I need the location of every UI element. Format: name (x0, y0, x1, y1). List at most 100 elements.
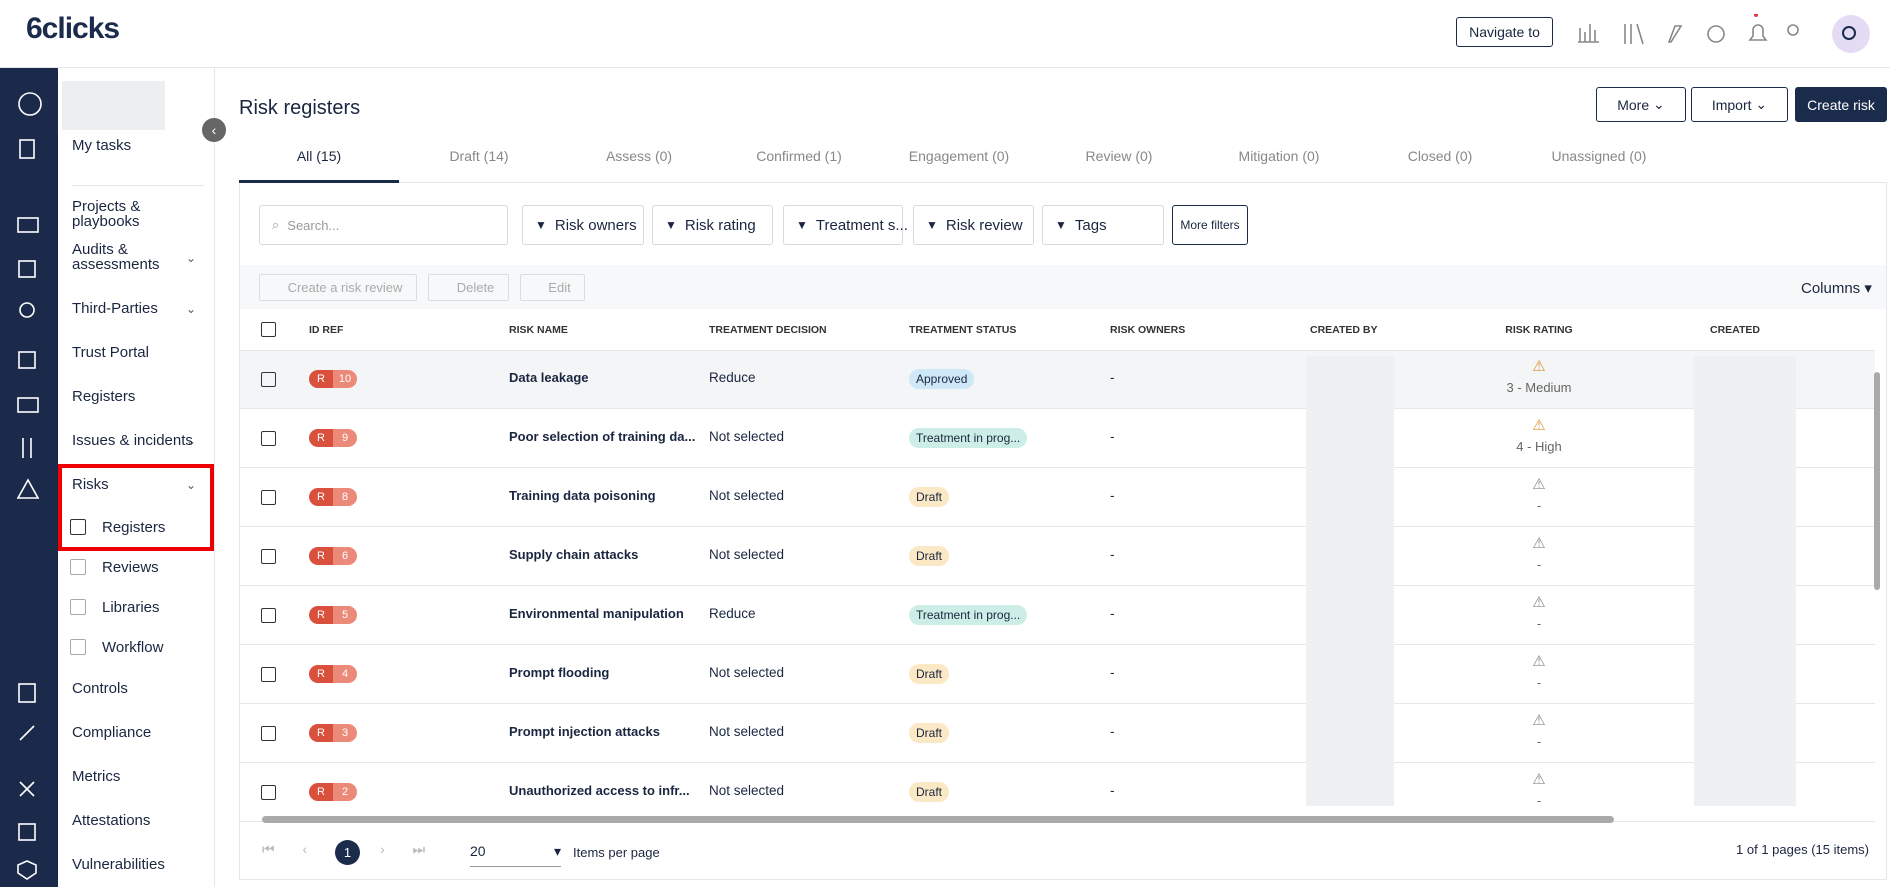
tab[interactable]: Draft (14) (449, 148, 509, 164)
filter-chip[interactable]: ▼ Tags (1042, 205, 1164, 245)
risk-owners: - (1110, 370, 1115, 385)
columns-button[interactable]: Columns ▾ (1801, 280, 1872, 297)
navigate-button[interactable]: Navigate to (1456, 17, 1553, 47)
tab[interactable]: Confirmed (1) (756, 148, 842, 164)
risk-name[interactable]: Unauthorized access to infr... (509, 783, 690, 798)
chevron[interactable]: ⌄ (186, 478, 197, 492)
filter-chip[interactable]: ▼ Treatment s... (783, 205, 908, 245)
treatment-decision: Not selected (709, 783, 785, 798)
column-header[interactable]: TREATMENT DECISION (709, 324, 827, 336)
page-size-select[interactable]: 20 ▾ (470, 843, 561, 867)
column-header[interactable]: CREATED BY (1310, 324, 1378, 336)
column-header[interactable]: CREATED (1710, 324, 1760, 336)
chevron[interactable]: ⌄ (186, 302, 197, 316)
bell-icon[interactable] (1748, 24, 1768, 41)
sidebar-item[interactable]: Controls (72, 680, 128, 697)
current-page[interactable]: 1 (335, 840, 360, 865)
rating-icon: ⚠ (1532, 653, 1546, 670)
row-checkbox[interactable] (261, 431, 276, 446)
sidebar-item[interactable]: Third-Parties (72, 300, 158, 317)
search-box[interactable]: ⌕ Search... (259, 205, 508, 245)
action-button[interactable]: Create a risk review (259, 274, 417, 301)
label: Tags (1074, 216, 1107, 234)
row-checkbox[interactable] (261, 372, 276, 387)
row-checkbox[interactable] (261, 785, 276, 800)
header-border (240, 350, 1875, 351)
row-checkbox[interactable] (261, 667, 276, 682)
sidebar-subitem[interactable]: Registers (102, 519, 166, 536)
column-header[interactable]: RISK RATING (1505, 324, 1573, 336)
column-header[interactable]: RISK OWNERS (1110, 324, 1186, 336)
horizontal-scrollbar[interactable] (262, 816, 1614, 823)
logo[interactable]: 6clicks (26, 12, 120, 45)
tab[interactable]: Engagement (0) (908, 148, 1010, 164)
support-icon[interactable] (1707, 25, 1725, 43)
row-checkbox[interactable] (261, 726, 276, 741)
collapse-button[interactable]: ‹ (202, 118, 226, 142)
sidebar-item[interactable]: Metrics (72, 768, 121, 785)
status-badge: Draft (909, 723, 950, 743)
tab[interactable]: Mitigation (0) (1238, 148, 1320, 164)
header-checkbox[interactable] (261, 322, 276, 337)
vertical-scrollbar[interactable] (1874, 372, 1880, 590)
table-panel (239, 182, 1887, 880)
library-icon[interactable] (1624, 23, 1644, 45)
sidebar-item[interactable]: Attestations (72, 812, 151, 829)
tab[interactable]: Unassigned (0) (1551, 148, 1647, 164)
sidebar-item[interactable]: Risks (72, 476, 109, 493)
column-header[interactable]: ID REF (309, 324, 344, 336)
row-checkbox[interactable] (261, 608, 276, 623)
action-button[interactable]: Delete (428, 274, 509, 301)
sidebar-item[interactable]: Audits & assessments (72, 241, 160, 273)
risk-name[interactable]: Prompt flooding (509, 665, 610, 680)
risk-rating: - (1536, 793, 1542, 808)
analytics-icon[interactable] (1578, 24, 1599, 43)
risk-name[interactable]: Supply chain attacks (509, 547, 639, 562)
sidebar-item[interactable]: Projects & playbooks (72, 198, 141, 230)
sidebar-item[interactable]: Compliance (72, 724, 152, 741)
row-checkbox[interactable] (261, 549, 276, 564)
sidebar-item[interactable]: Vulnerabilities (72, 856, 165, 873)
sidebar-item[interactable]: Trust Portal (72, 344, 149, 361)
row-checkbox[interactable] (261, 490, 276, 505)
more-button[interactable]: More ⌄ (1596, 87, 1686, 122)
user-settings-icon[interactable] (1787, 24, 1799, 36)
sidebar-subitem[interactable]: Reviews (102, 559, 159, 576)
items-per-page-label: Items per page (573, 845, 660, 860)
sidebar-subitem[interactable]: Libraries (102, 599, 160, 616)
notification-dot (1754, 14, 1758, 17)
icon-rail (0, 68, 58, 887)
chevron[interactable]: ⌄ (186, 434, 197, 448)
create-risk-button[interactable]: Create risk (1795, 87, 1887, 122)
risk-name[interactable]: Environmental manipulation (509, 606, 684, 621)
sub-icon (70, 519, 86, 535)
filter-chip[interactable]: ▼ Risk owners (522, 205, 644, 245)
column-header[interactable]: RISK NAME (509, 324, 568, 336)
chevron[interactable]: ⌄ (186, 251, 197, 265)
filter-chip[interactable]: ▼ Risk rating (652, 205, 773, 245)
avatar-icon (1842, 26, 1856, 40)
action-button[interactable]: Edit (520, 274, 585, 301)
tab[interactable]: Closed (0) (1407, 148, 1473, 164)
sidebar-subitem[interactable]: Workflow (102, 639, 164, 656)
more-filters-button[interactable]: More filters (1172, 205, 1248, 245)
filter-chip[interactable]: ▼ Risk review (913, 205, 1034, 245)
risk-name[interactable]: Training data poisoning (509, 488, 656, 503)
pager-arrows-next[interactable]: › ⏭ (380, 841, 426, 857)
tab[interactable]: Assess (0) (605, 148, 673, 164)
tab[interactable]: All (15) (296, 148, 342, 164)
sidebar-item[interactable]: Issues & incidents (72, 432, 193, 449)
pager-arrows[interactable]: ⏮ ‹ (262, 841, 308, 857)
column-header[interactable]: TREATMENT STATUS (909, 324, 1017, 336)
rocket-icon[interactable] (1667, 25, 1683, 43)
sidebar-item[interactable]: My tasks (72, 137, 132, 154)
avatar[interactable] (1832, 15, 1870, 53)
risk-name[interactable]: Prompt injection attacks (509, 724, 660, 739)
import-button[interactable]: Import ⌄ (1691, 87, 1788, 122)
risk-name[interactable]: Poor selection of training da... (509, 429, 696, 444)
risk-name[interactable]: Data leakage (509, 370, 589, 385)
tab[interactable]: Review (0) (1085, 148, 1153, 164)
id-number: 2 (333, 783, 357, 801)
sidebar-item[interactable]: Registers (72, 388, 136, 405)
blurred-created-by (1306, 356, 1394, 806)
